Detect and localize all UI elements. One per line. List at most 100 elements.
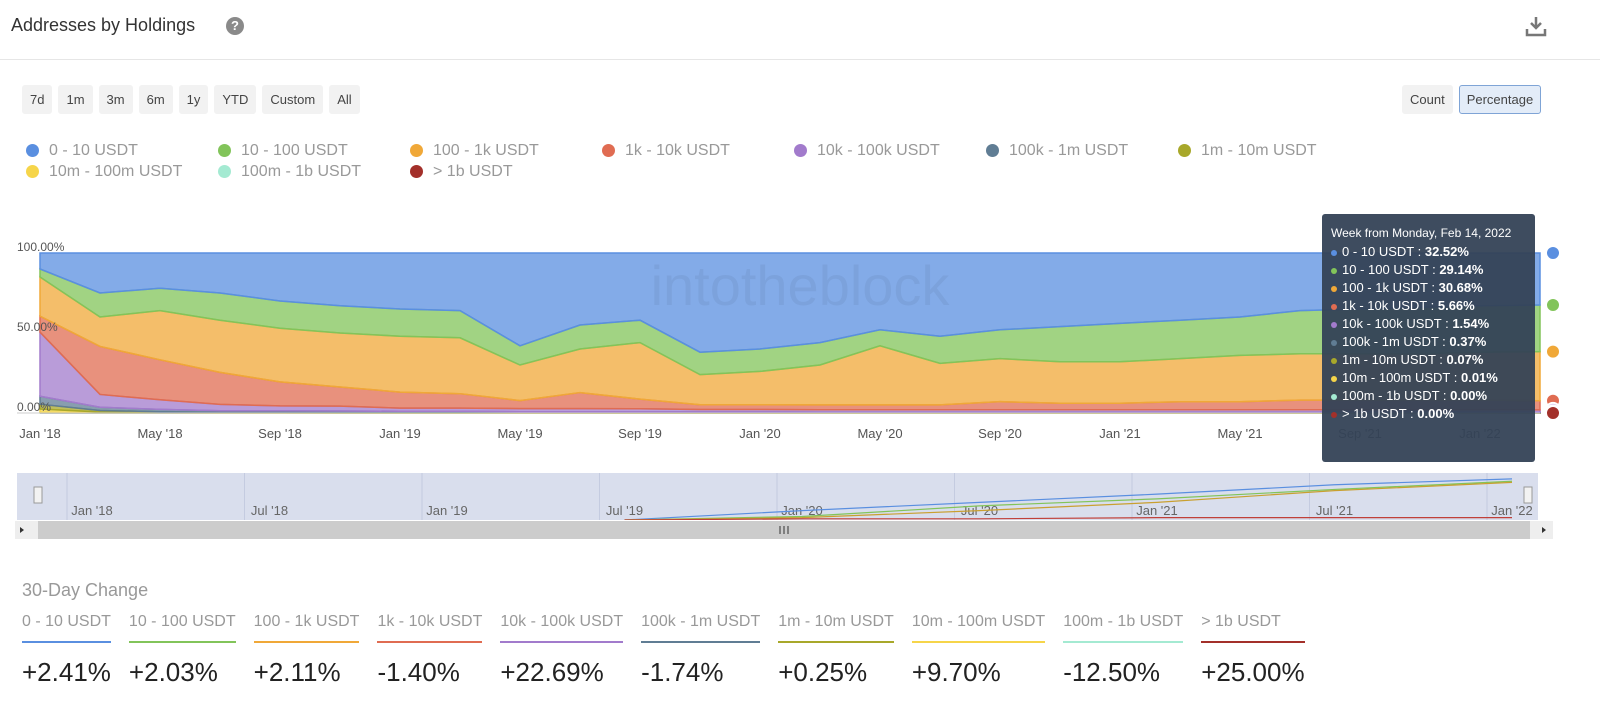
tooltip-value: 0.01% — [1460, 370, 1498, 385]
change-item: 0 - 10 USDT +2.41% — [22, 613, 111, 688]
change-value: +2.03% — [128, 657, 218, 687]
tooltip-row: 1k - 10k USDT : 5.66% — [1331, 298, 1535, 316]
mode-button[interactable]: Percentage — [1458, 85, 1542, 114]
scrollbar[interactable] — [0, 520, 1600, 540]
help-icon[interactable]: ? — [226, 17, 244, 35]
change-value: +2.41% — [22, 657, 111, 687]
change-item: 100k - 1m USDT -1.74% — [641, 613, 761, 688]
change-item: 10 - 100 USDT +2.03% — [128, 613, 236, 688]
tooltip-value: 1.54% — [1452, 316, 1490, 331]
range-button[interactable]: All — [329, 85, 360, 114]
range-button[interactable]: 3m — [98, 85, 133, 114]
mode-buttons: Count Percentage — [1402, 85, 1542, 114]
legend-label: 1k - 10k USDT — [625, 141, 730, 159]
change-name: 100k - 1m USDT — [641, 613, 761, 643]
series-end-dot — [1545, 343, 1561, 360]
range-button[interactable]: 1y — [178, 85, 209, 114]
x-tick-label: Jan '21 — [1099, 426, 1141, 441]
tooltip-label: 100 - 1k USDT : — [1342, 280, 1435, 295]
scroll-grip — [779, 526, 789, 534]
legend-item[interactable]: 100m - 1b USDT — [214, 161, 406, 182]
navigator-label: Jan '22 — [1491, 503, 1533, 518]
change-item: 10k - 100k USDT +22.69% — [500, 613, 624, 688]
tooltip-row: 1m - 10m USDT : 0.07% — [1331, 352, 1535, 370]
series-end-dot — [1545, 297, 1561, 314]
range-button[interactable]: 1m — [58, 85, 93, 114]
tooltip-marker — [1331, 393, 1337, 400]
tooltip-row: 10k - 100k USDT : 1.54% — [1331, 316, 1535, 334]
legend-marker — [26, 165, 39, 178]
change-value: +22.69% — [500, 657, 604, 687]
change-list: 0 - 10 USDT +2.41% 10 - 100 USDT +2.03% 100 … — [22, 613, 1305, 688]
tooltip-label: 10m - 100m USDT : — [1342, 370, 1458, 385]
tooltip-value: 29.14% — [1439, 262, 1484, 277]
tooltip-value: 30.68% — [1438, 280, 1483, 295]
legend-item[interactable]: 1k - 10k USDT — [598, 140, 790, 161]
legend-item[interactable]: 0 - 10 USDT — [22, 140, 214, 161]
navigator-label: Jan '18 — [71, 503, 113, 518]
legend-marker — [410, 144, 423, 157]
range-buttons: 7d 1m 3m 6m 1y YTD Custom All — [22, 85, 360, 114]
series-end-dot — [1545, 245, 1561, 262]
range-button[interactable]: YTD — [214, 85, 257, 114]
tooltip-value: 32.52% — [1424, 244, 1469, 259]
change-name: 1m - 10m USDT — [778, 613, 894, 643]
tooltip-value: 0.00% — [1450, 388, 1488, 403]
tooltip-label: 0 - 10 USDT : — [1342, 244, 1422, 259]
tooltip-marker — [1331, 357, 1337, 364]
legend-marker — [218, 144, 231, 157]
tooltip-label: 10k - 100k USDT : — [1342, 316, 1449, 331]
tooltip-row: 100m - 1b USDT : 0.00% — [1331, 388, 1535, 406]
legend-label: 10 - 100 USDT — [241, 141, 348, 159]
watermark: intotheblock — [651, 254, 951, 317]
page-title: Addresses by Holdings — [11, 15, 196, 35]
change-title: 30-Day Change — [22, 580, 149, 600]
legend-item[interactable]: 1m - 10m USDT — [1174, 140, 1366, 161]
x-tick-label: May '18 — [137, 426, 182, 441]
change-name: 10k - 100k USDT — [500, 613, 624, 643]
range-button[interactable]: 7d — [22, 85, 53, 114]
tooltip-marker — [1331, 321, 1337, 328]
change-item: 10m - 100m USDT +9.70% — [911, 613, 1046, 688]
legend-item[interactable]: 10 - 100 USDT — [214, 140, 406, 161]
tooltip-label: 1m - 10m USDT : — [1342, 352, 1443, 367]
legend-label: 100 - 1k USDT — [433, 141, 539, 159]
range-button[interactable]: 6m — [138, 85, 173, 114]
navigator-line — [624, 517, 1512, 520]
navigator-handle[interactable] — [1523, 486, 1533, 504]
legend: 0 - 10 USDT 10 - 100 USDT 100 - 1k USDT 1k … — [22, 140, 1382, 182]
header: Addresses by Holdings ? — [0, 0, 1600, 60]
legend-item[interactable]: 100 - 1k USDT — [406, 140, 598, 161]
legend-label: 10m - 100m USDT — [49, 162, 183, 180]
tooltip-marker — [1331, 249, 1337, 256]
legend-label: 10k - 100k USDT — [817, 141, 940, 159]
tooltip-label: 10 - 100 USDT : — [1342, 262, 1436, 277]
legend-item[interactable]: 10m - 100m USDT — [22, 161, 214, 182]
navigator-handle[interactable] — [33, 486, 43, 504]
legend-marker — [794, 144, 807, 157]
legend-item[interactable]: 10k - 100k USDT — [790, 140, 982, 161]
change-item: 100 - 1k USDT +2.11% — [253, 613, 360, 688]
download-icon[interactable] — [1524, 14, 1548, 38]
mode-button[interactable]: Count — [1402, 85, 1453, 114]
tooltip-value: 0.00% — [1417, 406, 1455, 421]
x-tick-label: Sep '20 — [978, 426, 1022, 441]
legend-marker — [986, 144, 999, 157]
range-button[interactable]: Custom — [262, 85, 324, 114]
legend-label: > 1b USDT — [433, 162, 513, 180]
change-item: 1k - 10k USDT -1.40% — [377, 613, 483, 688]
legend-marker — [602, 144, 615, 157]
change-value: -1.40% — [377, 657, 460, 687]
tooltip-label: > 1b USDT : — [1342, 406, 1414, 421]
legend-marker — [410, 165, 423, 178]
tooltip: Week from Monday, Feb 14, 2022 0 - 10 USD… — [1322, 214, 1535, 462]
legend-marker — [26, 144, 39, 157]
tooltip-marker — [1331, 375, 1337, 382]
legend-item[interactable]: 100k - 1m USDT — [982, 140, 1174, 161]
tooltip-row: > 1b USDT : 0.00% — [1331, 406, 1535, 424]
navigator-label: Jan '19 — [426, 503, 468, 518]
legend-label: 0 - 10 USDT — [49, 141, 138, 159]
legend-item[interactable]: > 1b USDT — [406, 161, 598, 182]
legend-marker — [218, 165, 231, 178]
